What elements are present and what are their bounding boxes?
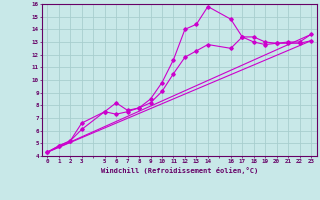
X-axis label: Windchill (Refroidissement éolien,°C): Windchill (Refroidissement éolien,°C) xyxy=(100,167,258,174)
